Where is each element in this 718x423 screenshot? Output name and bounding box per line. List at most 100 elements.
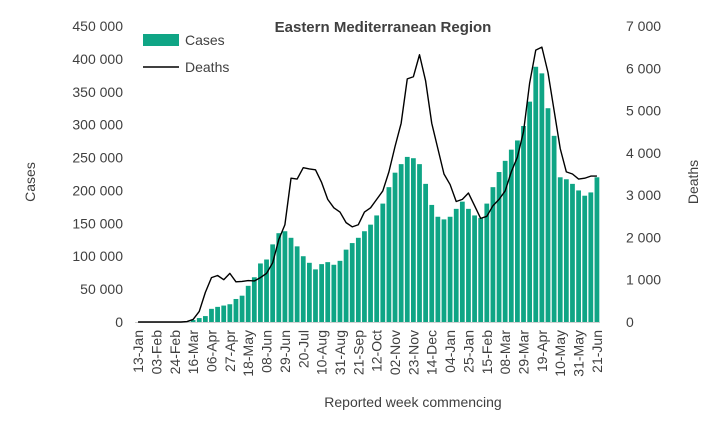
cases-bar: [392, 172, 398, 322]
cases-bar: [490, 187, 496, 322]
cases-bar: [441, 219, 447, 322]
y2-tick-label: 1 000: [626, 272, 661, 288]
cases-bar: [294, 246, 300, 322]
cases-bar: [233, 298, 239, 322]
y-tick-label: 50 000: [80, 281, 123, 297]
cases-bar: [300, 256, 306, 322]
cases-bar: [576, 190, 581, 322]
x-axis-label: Reported week commencing: [324, 394, 501, 410]
cases-bar: [551, 135, 557, 322]
cases-bar: [539, 73, 545, 322]
cases-bar: [227, 304, 233, 322]
x-tick-label: 14-Dec: [424, 330, 440, 375]
cases-bar: [196, 318, 202, 322]
cases-bar: [343, 249, 349, 322]
deaths-series-line: [138, 46, 597, 323]
cases-bar: [325, 262, 331, 322]
x-tick-label: 19-Apr: [534, 330, 550, 372]
cases-bar: [508, 149, 514, 322]
cases-bar: [466, 208, 471, 322]
cases-bar: [221, 305, 227, 322]
cases-bar: [306, 262, 312, 322]
y-axis-label: Cases: [22, 162, 38, 202]
chart-title: Eastern Mediterranean Region: [275, 19, 492, 36]
cases-bar: [337, 260, 343, 322]
cases-bar: [362, 231, 367, 322]
y-tick-label: 100 000: [72, 248, 123, 264]
x-axis-ticks: 13-Jan 03-Feb 24-Feb 16-Mar 06-Apr 27-Apr 18-M…: [130, 330, 605, 377]
cases-bar: [245, 285, 251, 322]
y2-tick-label: 0: [626, 314, 634, 330]
x-tick-label: 27-Apr: [222, 330, 238, 372]
cases-bar: [570, 183, 575, 322]
legend: Cases Deaths: [143, 32, 229, 75]
y-tick-label: 300 000: [72, 117, 123, 133]
cases-bars: [184, 66, 600, 322]
x-tick-label: 18-May: [240, 330, 256, 377]
x-tick-label: 20-Jul: [295, 330, 311, 368]
y2-tick-label: 4 000: [626, 145, 661, 161]
cases-bar: [563, 179, 569, 322]
y2-axis-label: Deaths: [685, 160, 701, 204]
cases-bar: [533, 66, 539, 322]
y-tick-label: 350 000: [72, 84, 123, 100]
cases-bar: [447, 216, 453, 322]
x-tick-label: 23-Nov: [405, 330, 421, 375]
x-tick-label: 04-Jan: [442, 330, 458, 373]
cases-bar: [380, 203, 386, 322]
cases-bar: [496, 172, 502, 322]
cases-bar: [331, 264, 337, 322]
x-tick-label: 13-Jan: [130, 330, 146, 373]
x-tick-label: 12-Oct: [369, 330, 385, 372]
x-tick-label: 10-May: [552, 330, 568, 377]
x-tick-label: 06-Apr: [203, 330, 219, 372]
cases-bar: [588, 192, 594, 322]
cases-bar: [386, 187, 392, 322]
x-tick-label: 08-Jun: [259, 330, 275, 373]
x-tick-label: 08-Mar: [497, 330, 513, 375]
y2-tick-label: 5 000: [626, 103, 661, 119]
cases-bar: [264, 259, 269, 322]
cases-bar: [515, 140, 520, 322]
cases-bar: [288, 237, 294, 322]
cases-bar: [417, 164, 422, 322]
x-tick-label: 10-Aug: [314, 330, 330, 375]
cases-bar: [270, 244, 276, 322]
cases-bar: [355, 237, 361, 322]
cases-bar: [202, 316, 208, 322]
cases-bar: [484, 203, 490, 322]
cases-bar: [215, 306, 220, 322]
cases-bar: [190, 320, 196, 322]
y2-tick-label: 3 000: [626, 187, 661, 203]
cases-bar: [368, 224, 373, 322]
cases-bar: [276, 233, 282, 322]
right-axis-ticks: 0 1 000 2 000 3 000 4 000 5 000 6 000 7 000: [626, 18, 661, 330]
cases-bar: [319, 264, 324, 322]
cases-bar: [478, 218, 484, 322]
x-tick-label: 03-Feb: [148, 330, 164, 375]
cases-bar: [411, 158, 416, 322]
x-tick-label: 29-Jun: [277, 330, 293, 373]
y-tick-label: 200 000: [72, 182, 123, 198]
legend-cases-swatch: [143, 34, 179, 46]
x-tick-label: 16-Mar: [185, 330, 201, 375]
cases-bar: [251, 277, 257, 322]
y2-tick-label: 7 000: [626, 18, 661, 34]
x-tick-label: 15-Feb: [479, 330, 495, 375]
x-tick-label: 25-Jan: [460, 330, 476, 373]
x-tick-label: 31-May: [571, 330, 587, 377]
y-tick-label: 450 000: [72, 18, 123, 34]
left-axis-ticks: 0 50 000 100 000 150 000 200 000 250 000 300 0…: [72, 18, 123, 330]
cases-bar: [545, 108, 551, 322]
cases-bar: [209, 308, 214, 322]
cases-bar: [429, 204, 435, 322]
cases-bar: [453, 208, 459, 322]
cases-bar: [594, 177, 600, 322]
cases-bar: [527, 101, 533, 322]
cases-bar: [404, 156, 410, 322]
cases-bar: [521, 125, 526, 322]
x-tick-label: 21-Sep: [350, 330, 366, 375]
x-tick-label: 21-Jun: [589, 330, 605, 373]
cases-bar: [472, 215, 477, 322]
